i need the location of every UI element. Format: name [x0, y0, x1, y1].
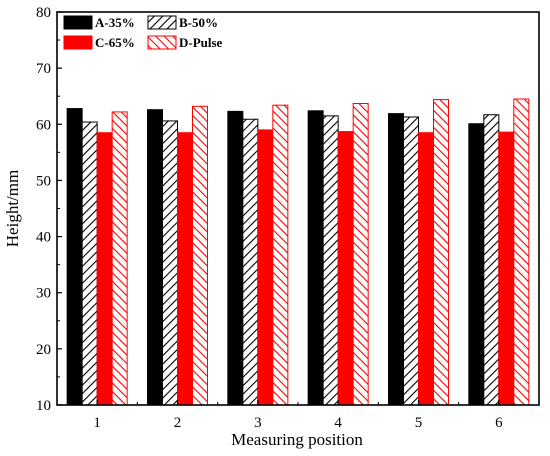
legend: A-35% B-50% C-65% D-Pulse	[63, 15, 223, 50]
y-tick-label: 80	[36, 5, 51, 21]
legend-swatch	[63, 35, 93, 50]
bar	[227, 110, 244, 406]
y-axis-title: Height/mm	[3, 170, 22, 247]
bar	[498, 131, 515, 406]
y-tick-label: 40	[36, 230, 51, 246]
legend-swatch	[147, 15, 177, 30]
x-tick-label: 5	[415, 415, 423, 431]
bar	[96, 132, 113, 406]
x-tick-label: 2	[174, 415, 182, 431]
y-tick-label: 50	[36, 173, 51, 189]
y-tick-label: 30	[36, 286, 51, 302]
y-tick-label: 60	[36, 117, 51, 133]
bar	[162, 120, 178, 406]
bar	[257, 129, 274, 406]
bar	[307, 110, 324, 406]
bar	[352, 103, 369, 406]
bar	[468, 123, 485, 406]
bar	[147, 109, 163, 406]
ticks-layer: 10 20 30 40 50 60 70 80 1 2 3 4 5 6	[36, 5, 503, 431]
y-tick-label: 70	[36, 61, 51, 77]
bar	[272, 104, 289, 406]
bar	[242, 118, 259, 406]
x-tick-label: 6	[495, 415, 503, 431]
y-tick-label: 20	[36, 342, 51, 358]
legend-label: D-Pulse	[179, 35, 223, 50]
bar	[177, 132, 193, 406]
bar	[337, 131, 354, 406]
x-tick-label: 3	[254, 415, 262, 431]
y-tick-label: 10	[36, 398, 51, 414]
legend-label: C-65%	[95, 35, 135, 50]
x-tick-label: 1	[93, 415, 101, 431]
x-axis-title: Measuring position	[231, 430, 363, 449]
bar	[483, 114, 500, 406]
bar	[111, 111, 128, 406]
bar	[322, 115, 339, 406]
plot-frame	[56, 11, 540, 406]
bar	[433, 99, 449, 406]
bar	[513, 98, 530, 406]
bar	[66, 108, 83, 406]
legend-label: B-50%	[179, 15, 218, 30]
bar	[403, 116, 419, 406]
legend-label: A-35%	[95, 15, 135, 30]
legend-swatch	[63, 15, 93, 30]
bar	[192, 105, 208, 406]
bars-layer	[66, 98, 530, 406]
bar	[418, 132, 434, 406]
x-tick-label: 4	[334, 415, 342, 431]
bar	[388, 113, 404, 406]
bar	[81, 121, 98, 406]
legend-swatch	[147, 35, 177, 50]
